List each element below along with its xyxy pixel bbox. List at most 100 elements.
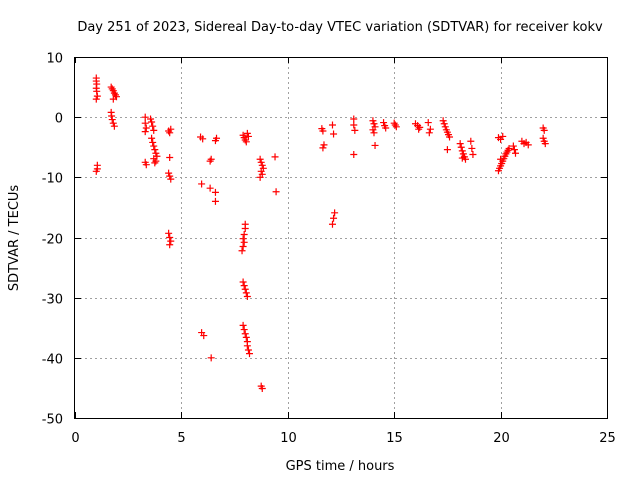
data-point	[328, 220, 336, 228]
data-point	[141, 113, 149, 121]
data-point	[456, 140, 464, 148]
data-point	[213, 134, 221, 142]
data-point	[149, 122, 157, 130]
data-point	[93, 92, 101, 100]
data-point	[330, 130, 338, 138]
data-point	[92, 95, 100, 103]
data-point	[369, 117, 377, 125]
y-tick-label: -50	[42, 413, 63, 428]
data-point	[206, 184, 214, 192]
data-point	[240, 230, 248, 238]
data-point	[443, 146, 451, 154]
data-point	[166, 241, 174, 249]
data-point	[166, 153, 174, 161]
data-point	[497, 155, 505, 163]
data-point	[109, 95, 117, 103]
data-point	[328, 121, 336, 129]
data-point	[240, 282, 248, 290]
data-point	[510, 146, 518, 154]
data-point	[242, 333, 250, 341]
data-point	[148, 118, 156, 126]
data-point	[240, 238, 248, 246]
data-point	[380, 119, 388, 127]
data-point	[258, 161, 266, 169]
data-point	[319, 144, 327, 152]
data-point	[272, 188, 280, 196]
data-point	[207, 354, 215, 362]
data-point	[109, 119, 117, 127]
data-point	[147, 115, 155, 123]
data-point	[242, 289, 250, 297]
x-tick-label: 15	[386, 431, 403, 446]
data-point	[166, 129, 174, 137]
data-point	[241, 224, 249, 232]
data-point	[239, 243, 247, 251]
data-point	[166, 172, 174, 180]
data-point	[382, 124, 390, 132]
data-point	[540, 126, 548, 134]
data-point	[149, 138, 157, 146]
data-point	[142, 124, 150, 132]
data-point	[457, 143, 465, 151]
data-point	[141, 119, 149, 127]
data-point	[165, 169, 173, 177]
x-axis-label: GPS time / hours	[286, 459, 395, 474]
data-point	[167, 125, 175, 133]
data-point	[256, 155, 264, 163]
y-tick-label: -20	[42, 233, 63, 248]
data-point	[108, 112, 116, 120]
data-point	[440, 120, 448, 128]
data-point	[257, 158, 265, 166]
data-point	[446, 133, 454, 141]
data-point	[241, 285, 249, 293]
data-point	[271, 153, 279, 161]
data-point	[459, 150, 467, 158]
y-axis-label: SDTVAR / TECUs	[7, 185, 22, 292]
axis-ticks: 0 5 10 15 20 25 10 0 -10 -20 -30 -40 -50	[42, 52, 616, 447]
chart-title: Day 251 of 2023, Sidereal Day-to-day VTE…	[77, 20, 603, 35]
data-point	[350, 115, 358, 123]
data-point	[211, 188, 219, 196]
x-tick-label: 10	[280, 431, 297, 446]
data-point	[93, 87, 101, 95]
data-point	[151, 146, 159, 154]
x-tick-label: 5	[177, 431, 185, 446]
data-point	[257, 167, 265, 175]
data-point	[331, 209, 339, 217]
data-point	[151, 159, 159, 167]
data-point	[207, 155, 215, 163]
data-point	[370, 129, 378, 137]
data-point	[238, 247, 246, 255]
plot-frame	[74, 57, 608, 419]
data-point	[141, 128, 149, 136]
data-point	[258, 385, 266, 393]
data-point	[370, 120, 378, 128]
data-point	[320, 141, 328, 149]
data-point	[165, 229, 173, 237]
data-point	[511, 149, 519, 157]
data-points	[92, 74, 549, 393]
data-point	[241, 330, 249, 338]
y-tick-label: -40	[42, 353, 63, 368]
data-point	[439, 117, 447, 125]
data-point	[350, 150, 358, 158]
data-point	[242, 138, 250, 146]
data-point	[319, 127, 327, 135]
data-point	[458, 147, 466, 155]
data-point	[240, 326, 248, 334]
data-point	[425, 129, 433, 137]
data-point	[245, 350, 253, 358]
data-point	[469, 150, 477, 158]
data-point	[244, 132, 252, 140]
data-point	[243, 129, 251, 137]
data-point	[239, 278, 247, 286]
data-point	[256, 173, 264, 181]
x-tick-label: 25	[599, 431, 616, 446]
data-point	[110, 122, 118, 130]
data-point	[108, 116, 116, 124]
y-tick-label: -10	[42, 172, 63, 187]
y-tick-label: -30	[42, 293, 63, 308]
x-tick-label: 0	[71, 431, 79, 446]
data-point	[467, 137, 475, 145]
